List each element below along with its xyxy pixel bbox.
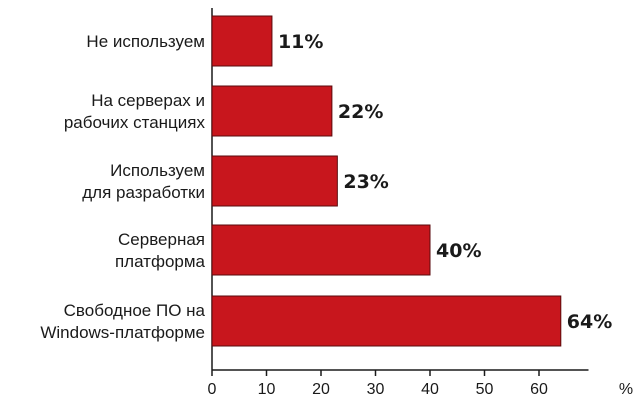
x-tick-label: 60 xyxy=(530,381,548,398)
category-label-line: На серверах и xyxy=(91,91,205,110)
x-tick-label: 50 xyxy=(476,381,494,398)
bars-layer xyxy=(211,15,562,347)
x-tick-label: 10 xyxy=(258,381,276,398)
category-label: Не используем xyxy=(86,32,205,51)
category-label: Используем для разработки xyxy=(82,161,205,202)
x-tick-label: 40 xyxy=(421,381,439,398)
category-label: На серверах и рабочих станциях xyxy=(64,91,206,132)
category-label: Серверная платформа xyxy=(115,230,206,271)
bar xyxy=(211,295,562,347)
bar xyxy=(211,15,273,67)
value-label: 11% xyxy=(278,31,323,53)
value-label: 23% xyxy=(343,171,388,193)
value-label: 22% xyxy=(338,101,383,123)
category-label: Свободное ПО на Windows-платформе xyxy=(40,301,205,342)
x-tick-label: 30 xyxy=(367,381,385,398)
x-tick-label: 20 xyxy=(312,381,330,398)
labels-layer: 11% Не используем 22% На серверах и рабочих … xyxy=(40,31,612,342)
axis-layer: 0 10 20 30 40 50 60% xyxy=(208,8,633,398)
x-unit-label: % xyxy=(619,381,633,398)
bar xyxy=(211,155,338,207)
value-label: 40% xyxy=(436,240,481,262)
category-label-line: Не используем xyxy=(86,32,205,51)
value-label: 64% xyxy=(567,311,612,333)
category-label-line: платформа xyxy=(115,252,206,271)
x-tick-label: 0 xyxy=(208,381,217,398)
category-label-line: Свободное ПО на xyxy=(64,301,206,320)
category-label-line: Используем xyxy=(110,161,205,180)
category-label-line: Windows-платформе xyxy=(40,323,205,342)
bar xyxy=(211,224,431,276)
category-label-line: рабочих станциях xyxy=(64,113,206,132)
category-label-line: Серверная xyxy=(118,230,205,249)
bar xyxy=(211,85,333,137)
category-label-line: для разработки xyxy=(82,183,205,202)
